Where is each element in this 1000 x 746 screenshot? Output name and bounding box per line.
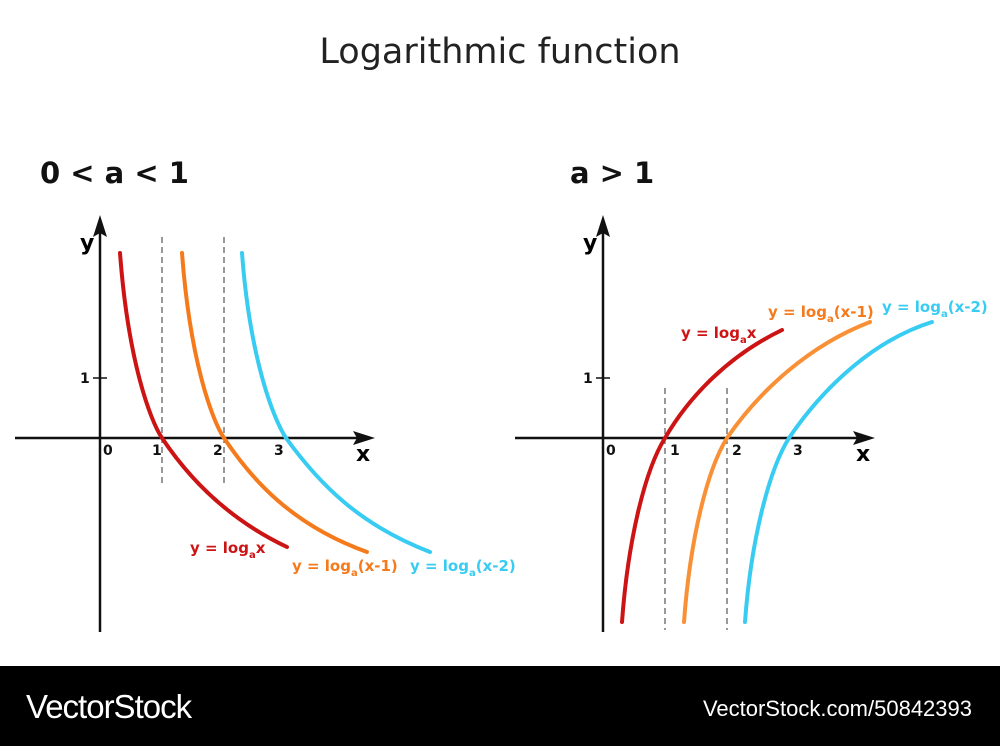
tick-label: 3 <box>793 443 803 459</box>
arrow <box>596 215 610 237</box>
footer <box>0 666 1000 746</box>
y-label: y <box>583 231 597 256</box>
curve <box>240 251 432 554</box>
y-label: y <box>80 231 94 256</box>
tick-label: 1 <box>670 443 680 459</box>
arrow <box>93 215 107 237</box>
tick-label: 1 <box>80 371 90 387</box>
x-label: x <box>856 442 870 467</box>
curve <box>180 251 369 554</box>
footer-id: VectorStock.com/50842393 <box>703 696 972 721</box>
title: Logarithmic function <box>319 32 680 72</box>
curve <box>118 251 289 549</box>
panel-right: a > 1 y x 0 1 2 3 1 y = logax y = loga(x… <box>515 156 988 632</box>
tick-label: 2 <box>732 443 742 459</box>
tick-label: 0 <box>606 443 616 459</box>
curve <box>743 320 934 624</box>
footer-brand: VectorStock <box>26 688 193 725</box>
curve-label: y = loga(x-1) <box>768 303 874 325</box>
curve-label: y = logax <box>681 324 757 346</box>
arrow <box>853 431 875 445</box>
curve-label: y = loga(x-2) <box>882 298 988 320</box>
curve-label: y = loga(x-2) <box>410 557 516 579</box>
curve-label: y = logax <box>190 539 266 561</box>
curve-label: y = loga(x-1) <box>292 557 398 579</box>
arrow <box>353 431 375 445</box>
panel-left: 0 < a < 1 y x 0 1 2 3 1 y = logax y = lo… <box>15 156 516 632</box>
curve <box>682 320 872 624</box>
tick-label: 1 <box>152 443 162 459</box>
panel-label: 0 < a < 1 <box>40 156 189 190</box>
tick-label: 1 <box>583 371 593 387</box>
tick-label: 0 <box>103 443 113 459</box>
tick-label: 3 <box>274 443 284 459</box>
curve <box>620 328 784 624</box>
x-label: x <box>356 442 370 467</box>
tick-label: 2 <box>213 443 223 459</box>
panel-label: a > 1 <box>570 156 654 190</box>
